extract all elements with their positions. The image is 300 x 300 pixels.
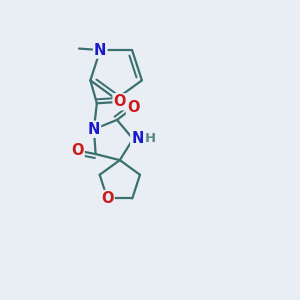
Text: N: N [131,131,144,146]
Text: H: H [145,133,156,146]
Text: O: O [71,143,84,158]
Text: O: O [127,100,140,115]
Text: O: O [101,191,114,206]
Text: N: N [94,43,106,58]
Text: O: O [114,94,126,109]
Text: N: N [88,122,100,137]
